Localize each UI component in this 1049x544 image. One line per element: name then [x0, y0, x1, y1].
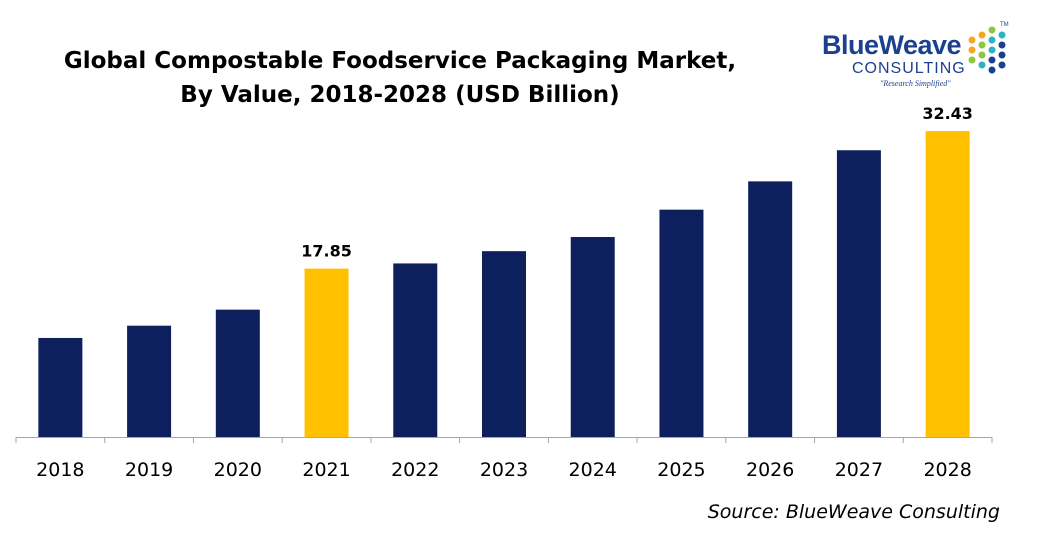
source-note: Source: BlueWeave Consulting	[707, 501, 1000, 523]
x-tick-label-2019: 2019	[125, 459, 173, 481]
bar-2023	[482, 251, 526, 437]
bar-2018	[38, 337, 83, 437]
bar-2025	[659, 209, 704, 437]
logo-trademark: TM	[1000, 22, 1009, 28]
bar-2021	[304, 268, 349, 437]
chart-title: Global Compostable Foodservice Packaging…	[40, 44, 760, 112]
x-tick-label-2022: 2022	[391, 459, 439, 481]
bar-2022	[393, 263, 438, 437]
data-label-2028: 32.43	[922, 104, 973, 123]
x-tick-label-2020: 2020	[214, 459, 262, 481]
bar-2026	[748, 181, 793, 437]
x-tick-label-2027: 2027	[835, 459, 883, 481]
logo-subtitle: CONSULTING	[852, 60, 966, 77]
x-tick-label-2024: 2024	[569, 459, 617, 481]
bar-2019	[127, 325, 172, 437]
logo-tagline: "Research Simplified"	[880, 79, 951, 88]
logo-dots-icon: TM	[968, 22, 1009, 74]
bar-2020	[215, 309, 260, 437]
company-logo: BlueWeave CONSULTING "Research Simplifie…	[822, 12, 1032, 92]
x-tick-label-2025: 2025	[657, 459, 705, 481]
bar-2028	[925, 131, 970, 437]
chart-title-line1: Global Compostable Foodservice Packaging…	[63, 48, 737, 74]
chart-title-line2: By Value, 2018-2028 (USD Billion)	[180, 82, 620, 108]
x-tick-label-2018: 2018	[36, 459, 84, 481]
x-tick-label-2028: 2028	[923, 459, 971, 481]
data-label-2021: 17.85	[301, 242, 352, 261]
bar-2027	[836, 150, 881, 437]
bar-2024	[570, 237, 615, 437]
logo-name: BlueWeave	[822, 30, 962, 60]
x-tick-label-2023: 2023	[480, 459, 528, 481]
x-tick-label-2026: 2026	[746, 459, 794, 481]
x-tick-label-2021: 2021	[302, 459, 350, 481]
